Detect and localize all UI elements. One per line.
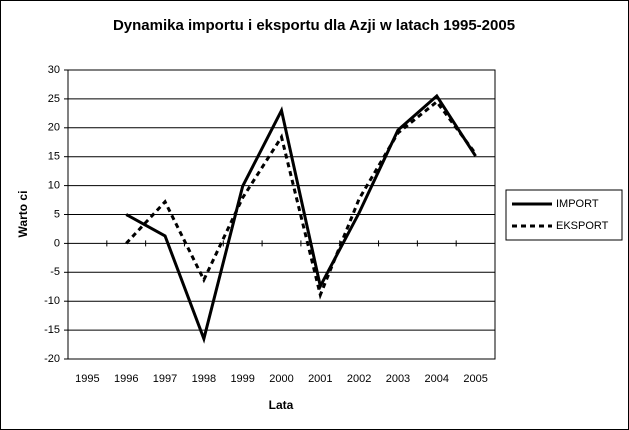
x-tick-label: 2005 [463,373,487,385]
x-axis-title: Lata [269,398,294,412]
x-tick-label: 1997 [153,373,177,385]
x-tick-label: 1998 [192,373,216,385]
y-tick-label: -10 [44,295,60,307]
x-tick-label: 2000 [269,373,293,385]
legend-box [505,189,623,241]
x-tick-label: 2002 [347,373,371,385]
chart-title: Dynamika importu i eksportu dla Azji w l… [113,17,515,34]
series-line [125,99,477,300]
x-tick-label: 2004 [425,373,449,385]
x-tick-label: 1995 [75,373,99,385]
x-tick-label: 2003 [386,373,410,385]
series-line [125,93,477,344]
y-tick-label: 15 [48,151,60,163]
y-tick-label: 10 [48,180,60,192]
x-tick-label: 2001 [308,373,332,385]
y-tick-label: -15 [44,324,60,336]
y-tick-label: 25 [48,93,60,105]
legend-label: EKSPORT [556,220,609,232]
x-tick-label: 1999 [230,373,254,385]
y-tick-label: 5 [54,208,60,220]
y-tick-label: -5 [50,266,60,278]
y-tick-label: 20 [48,122,60,134]
legend-label: IMPORT [556,198,599,210]
y-tick-label: 30 [48,64,60,76]
y-tick-label: -20 [44,353,60,365]
y-axis-title: Warto ci [16,191,30,238]
y-tick-label: 0 [54,237,60,249]
x-tick-label: 1996 [114,373,138,385]
